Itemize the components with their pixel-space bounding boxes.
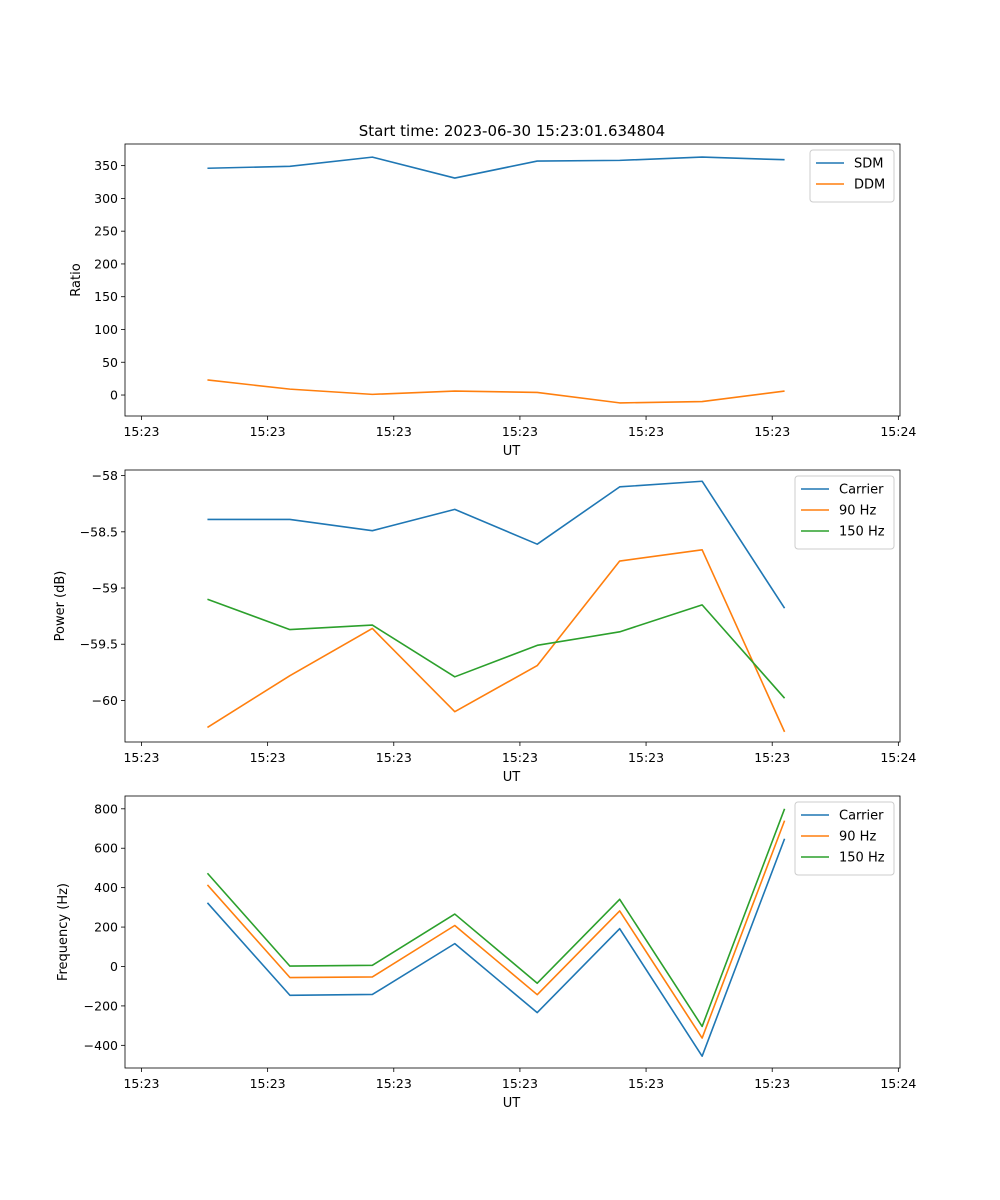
series-line-carrier	[206, 838, 786, 1057]
legend-label: Carrier	[839, 483, 884, 498]
series-line-carrier	[207, 480, 786, 609]
y-tick-label: 800	[94, 801, 118, 816]
y-tick-label: −58	[92, 468, 118, 483]
x-tick-label: 15:23	[250, 1076, 286, 1091]
series-line-90-hz	[206, 820, 786, 1039]
x-tick-label: 15:23	[502, 424, 538, 439]
legend-label: 150 Hz	[839, 851, 885, 866]
y-tick-label: 0	[110, 388, 118, 403]
y-tick-label: 350	[94, 158, 118, 173]
chart-panel-2: −60 −59.5 −59 −58.5 −58 15:23 15:23 15:23 15:23 1…	[53, 468, 916, 785]
y-tick-label: 300	[94, 191, 118, 206]
y-tick-label: 50	[102, 355, 118, 370]
x-tick-label: 15:23	[123, 1076, 159, 1091]
x-tick-label: 15:23	[754, 424, 790, 439]
y-tick-label: 150	[94, 289, 118, 304]
x-tick-label: 15:23	[376, 750, 412, 765]
x-axis-label: UT	[503, 444, 521, 459]
x-tick-label: 15:23	[754, 1076, 790, 1091]
chart-panel-1: 0 50 100 150 200 250 300 350 15:23 15:23 15:23 15:2…	[69, 143, 916, 459]
y-tick-label: 250	[94, 224, 118, 239]
x-tick-label: 15:23	[123, 750, 159, 765]
y-tick-label: 100	[94, 322, 118, 337]
axes-frame	[124, 143, 901, 417]
x-tick-label: 15:23	[376, 1076, 412, 1091]
y-axis-label: Power (dB)	[53, 571, 68, 642]
x-tick-label: 15:23	[628, 1076, 664, 1091]
y-tick-label: −58.5	[80, 524, 118, 539]
series-line-150-hz	[206, 808, 786, 1028]
x-tick-label: 15:24	[880, 1076, 916, 1091]
x-axis-label: UT	[503, 1096, 521, 1111]
x-tick-label: 15:23	[250, 750, 286, 765]
y-tick-label: −400	[84, 1038, 118, 1053]
x-tick-label: 15:23	[123, 424, 159, 439]
y-axis-label: Frequency (Hz)	[56, 883, 71, 981]
y-tick-label: −59.5	[80, 637, 118, 652]
figure-title: Start time: 2023-06-30 15:23:01.634804	[359, 122, 665, 140]
x-tick-label: 15:23	[628, 750, 664, 765]
series-line-sdm	[207, 156, 785, 179]
y-tick-label: −60	[92, 693, 118, 708]
x-tick-label: 15:23	[628, 424, 664, 439]
legend-label: 150 Hz	[839, 525, 885, 540]
axes-frame	[124, 795, 901, 1069]
legend: SDM DDM	[809, 149, 895, 203]
series-line-90-hz	[207, 549, 786, 733]
chart-panel-3: −400 −200 0 200 400 600 800 15:23 15:23 15:23 15:2…	[56, 795, 916, 1111]
y-tick-label: 0	[110, 959, 118, 974]
y-axis-label: Ratio	[69, 263, 84, 296]
x-tick-label: 15:23	[502, 750, 538, 765]
x-tick-label: 15:24	[880, 750, 916, 765]
x-axis-label: UT	[503, 770, 521, 785]
legend: Carrier 90 Hz 150 Hz	[794, 801, 895, 876]
legend: Carrier 90 Hz 150 Hz	[794, 475, 895, 550]
y-tick-label: 200	[94, 256, 118, 271]
x-tick-label: 15:23	[754, 750, 790, 765]
x-tick-label: 15:24	[880, 424, 916, 439]
legend-label: 90 Hz	[839, 504, 876, 519]
legend-label: 90 Hz	[839, 830, 876, 845]
x-tick-label: 15:23	[502, 1076, 538, 1091]
y-tick-label: −59	[92, 581, 118, 596]
y-tick-label: 600	[94, 841, 118, 856]
y-tick-label: 400	[94, 880, 118, 895]
x-tick-label: 15:23	[250, 424, 286, 439]
series-line-ddm	[207, 379, 785, 404]
legend-label: SDM	[854, 157, 883, 172]
y-tick-label: 200	[94, 920, 118, 935]
series-line-150-hz	[207, 598, 786, 699]
x-tick-label: 15:23	[376, 424, 412, 439]
legend-label: DDM	[854, 178, 885, 193]
axes-frame	[124, 469, 901, 743]
y-tick-label: −200	[84, 998, 118, 1013]
legend-label: Carrier	[839, 809, 884, 824]
